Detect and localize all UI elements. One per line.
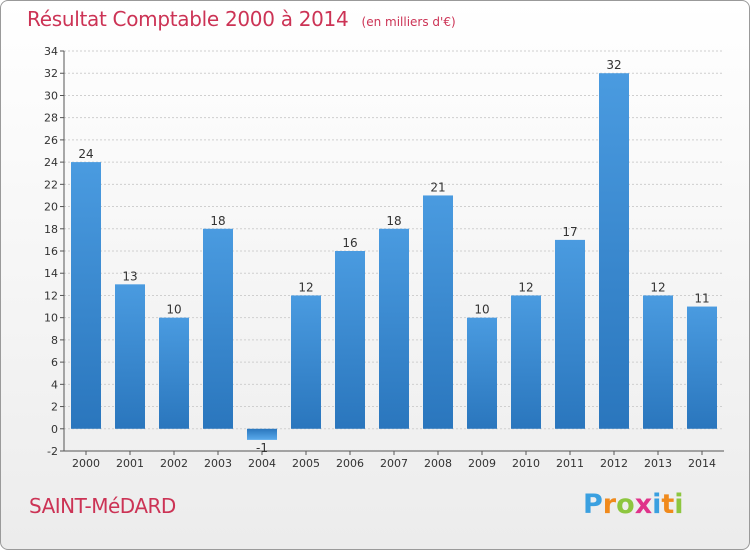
y-tick-label: 22 — [44, 178, 58, 191]
value-label-2000: 24 — [78, 147, 93, 161]
value-label-2009: 10 — [474, 303, 489, 317]
y-tick-label: 28 — [44, 112, 58, 125]
y-tick-label: -2 — [47, 445, 58, 458]
bar-2006 — [335, 251, 365, 429]
bar-2009 — [467, 317, 497, 429]
logo-letter: i — [674, 489, 684, 520]
bar-2011 — [555, 239, 585, 429]
bar-2013 — [643, 295, 673, 429]
x-tick-label-2012: 2012 — [600, 457, 628, 470]
value-label-2001: 13 — [122, 269, 137, 283]
value-label-2005: 12 — [298, 280, 313, 294]
value-label-2006: 16 — [342, 236, 357, 250]
bar-2004 — [247, 428, 277, 440]
value-label-2012: 32 — [606, 58, 621, 72]
y-tick-label: 26 — [44, 134, 58, 147]
y-tick-label: 30 — [44, 89, 58, 102]
x-tick-label-2004: 2004 — [248, 457, 276, 470]
y-tick-label: 16 — [44, 245, 58, 258]
chart-title: Résultat Comptable 2000 à 2014 — [27, 7, 349, 31]
bar-2010 — [511, 295, 541, 429]
bar-2012 — [599, 73, 629, 429]
x-tick-label-2009: 2009 — [468, 457, 496, 470]
bar-2005 — [291, 295, 321, 429]
x-tick-label-2005: 2005 — [292, 457, 320, 470]
y-tick-label: 14 — [44, 267, 58, 280]
title-row: Résultat Comptable 2000 à 2014 (en milli… — [27, 7, 456, 31]
value-label-2010: 12 — [518, 280, 533, 294]
value-label-2003: 18 — [210, 214, 225, 228]
bar-2000 — [71, 162, 101, 429]
x-tick-label-2008: 2008 — [424, 457, 452, 470]
value-label-2004: -1 — [256, 441, 268, 455]
bar-2008 — [423, 195, 453, 429]
logo-letter: P — [583, 489, 603, 520]
logo-letter: r — [602, 489, 617, 520]
y-tick-label: 8 — [51, 334, 58, 347]
bars — [71, 73, 717, 440]
value-label-2007: 18 — [386, 214, 401, 228]
data-labels: 24 13 10 18 -1 12 16 18 21 10 12 17 32 12 11 — [78, 58, 709, 455]
y-tick-label: 0 — [51, 423, 58, 436]
logo-letter: x — [634, 489, 653, 520]
bar-2001 — [115, 284, 145, 429]
y-tick-label: 4 — [51, 378, 58, 391]
value-label-2013: 12 — [650, 280, 665, 294]
x-tick-label-2011: 2011 — [556, 457, 584, 470]
commune-name: SAINT-MéDARD — [29, 494, 176, 518]
x-tick-label-2010: 2010 — [512, 457, 540, 470]
x-tick-label-2014: 2014 — [688, 457, 716, 470]
y-tick-label: 32 — [44, 67, 58, 80]
x-tick-label-2003: 2003 — [204, 457, 232, 470]
x-tick-label-2013: 2013 — [644, 457, 672, 470]
y-tick-label: 6 — [51, 356, 58, 369]
value-label-2002: 10 — [166, 303, 181, 317]
x-tick-label-2002: 2002 — [160, 457, 188, 470]
y-tick-label: 10 — [44, 312, 58, 325]
value-label-2008: 21 — [430, 180, 445, 194]
x-tick-label-2006: 2006 — [336, 457, 364, 470]
logo-letter: o — [616, 489, 635, 520]
bar-2007 — [379, 228, 409, 429]
bar-2014 — [687, 306, 717, 429]
logo-letter: i — [652, 489, 662, 520]
value-label-2011: 17 — [562, 225, 577, 239]
y-tick-label: 20 — [44, 201, 58, 214]
x-tick-label-2001: 2001 — [116, 457, 144, 470]
x-tick-label-2000: 2000 — [72, 457, 100, 470]
y-tick-label: 18 — [44, 223, 58, 236]
bar-2003 — [203, 228, 233, 429]
proxiti-logo: Proxiti — [583, 489, 684, 520]
y-tick-label: 2 — [51, 401, 58, 414]
value-label-2014: 11 — [694, 292, 709, 306]
bar-2002 — [159, 317, 189, 429]
x-tick-label-2007: 2007 — [380, 457, 408, 470]
logo-letter: t — [661, 489, 675, 520]
y-tick-label: 34 — [44, 45, 58, 58]
y-tick-label: 24 — [44, 156, 58, 169]
y-tick-label: 12 — [44, 289, 58, 302]
chart-subtitle: (en milliers d'€) — [361, 15, 456, 29]
